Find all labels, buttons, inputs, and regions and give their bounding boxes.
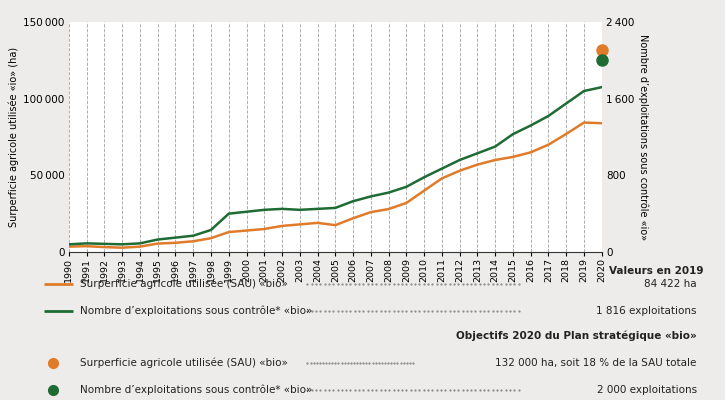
Text: 1 816 exploitations: 1 816 exploitations [596, 306, 697, 316]
Text: Nombre d’exploitations sous contrôle* «bio»: Nombre d’exploitations sous contrôle* «b… [80, 305, 312, 316]
Text: Valeurs en 2019: Valeurs en 2019 [609, 266, 703, 276]
Text: Objectifs 2020 du Plan stratégique «bio»: Objectifs 2020 du Plan stratégique «bio» [456, 331, 697, 341]
Y-axis label: Surperficie agricole utilisée «io» (ha): Surperficie agricole utilisée «io» (ha) [9, 47, 19, 227]
Text: Surperficie agricole utilisée (SAU) «bio»: Surperficie agricole utilisée (SAU) «bio… [80, 358, 288, 368]
Text: Surperficie agricole utilisée (SAU) «bio»: Surperficie agricole utilisée (SAU) «bio… [80, 278, 288, 289]
Text: 2 000 exploitations: 2 000 exploitations [597, 385, 697, 395]
Text: Nombre d’exploitations sous contrôle* «bio»: Nombre d’exploitations sous contrôle* «b… [80, 385, 312, 395]
Text: 132 000 ha, soit 18 % de la SAU totale: 132 000 ha, soit 18 % de la SAU totale [495, 358, 697, 368]
Y-axis label: Nombre d’exploitations sous contrôle «io»: Nombre d’exploitations sous contrôle «io… [639, 34, 649, 240]
Text: 84 422 ha: 84 422 ha [644, 278, 697, 288]
